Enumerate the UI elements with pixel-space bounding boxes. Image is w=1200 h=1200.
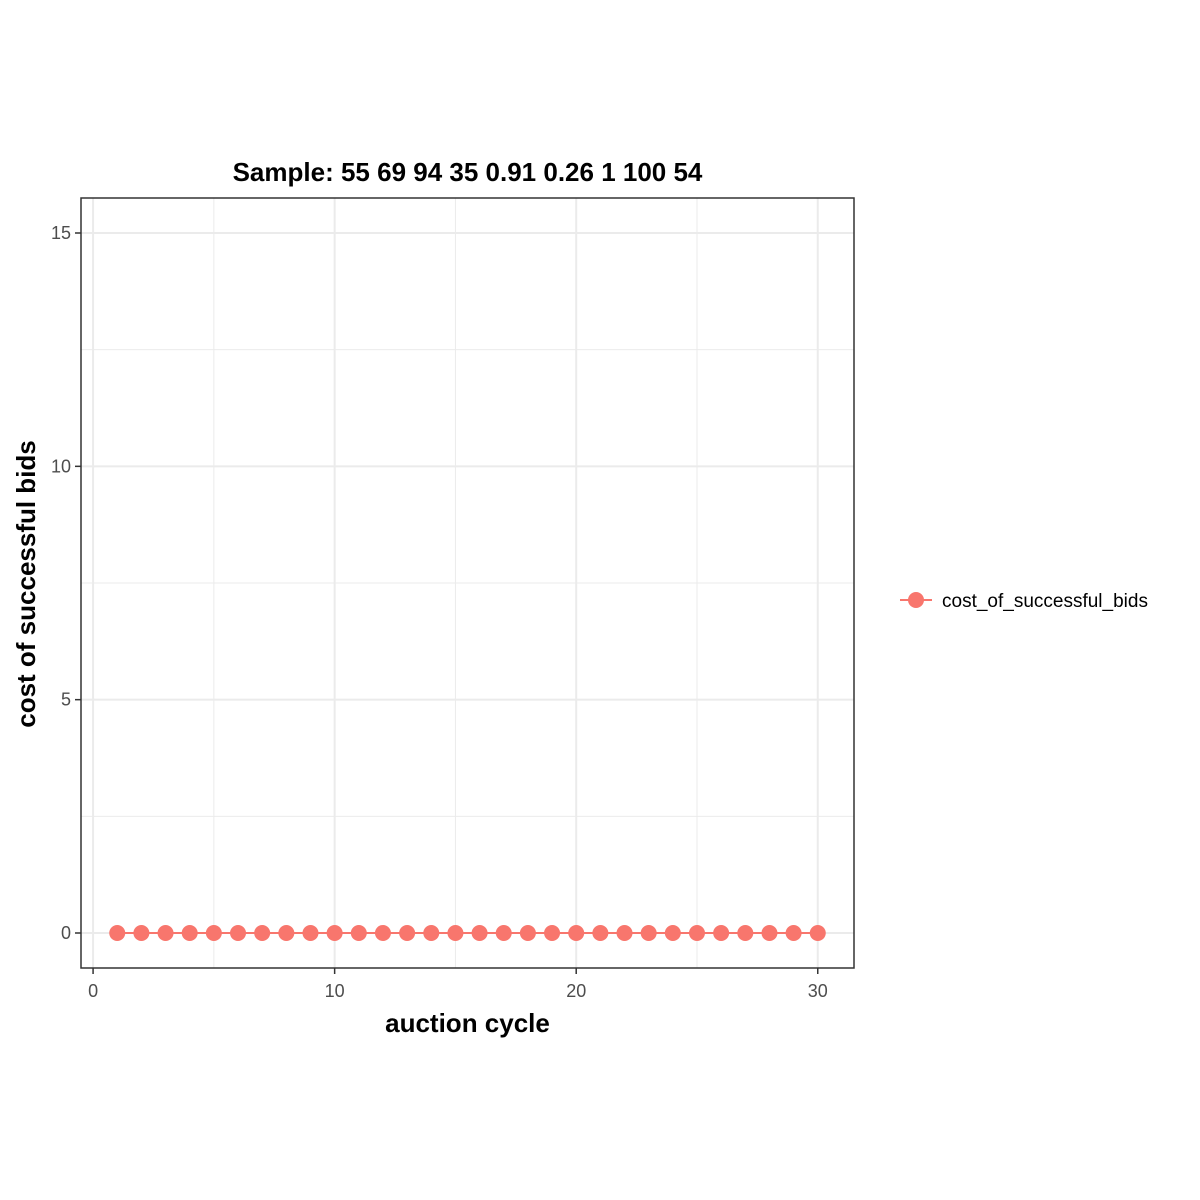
data-point — [181, 925, 198, 941]
data-point — [519, 925, 536, 941]
data-point — [278, 925, 295, 941]
data-point — [157, 925, 174, 941]
data-point — [423, 925, 440, 941]
data-point — [785, 925, 802, 941]
x-tick-label: 20 — [566, 981, 586, 1001]
x-tick-label: 10 — [325, 981, 345, 1001]
data-point — [640, 925, 657, 941]
data-point — [326, 925, 343, 941]
legend-label: cost_of_successful_bids — [942, 591, 1148, 612]
data-point — [254, 925, 271, 941]
data-point — [302, 925, 319, 941]
x-tick-label: 0 — [88, 981, 98, 1001]
data-point — [230, 925, 247, 941]
chart-title: Sample: 55 69 94 35 0.91 0.26 1 100 54 — [233, 157, 703, 187]
data-point — [616, 925, 633, 941]
axis-ticks — [75, 232, 819, 974]
data-point — [737, 925, 754, 941]
data-point — [205, 925, 222, 941]
data-point — [809, 925, 826, 941]
data-point — [350, 925, 367, 941]
series-layer — [109, 925, 826, 941]
panel-border — [80, 197, 855, 969]
data-point — [568, 925, 585, 941]
legend: cost_of_successful_bids — [900, 591, 1148, 612]
data-point — [495, 925, 512, 941]
data-point — [374, 925, 391, 941]
y-tick-label: 10 — [51, 456, 71, 476]
x-axis-title: auction cycle — [385, 1008, 550, 1038]
x-tick-label: 30 — [808, 981, 828, 1001]
data-point — [664, 925, 681, 941]
data-point — [761, 925, 778, 941]
data-point — [447, 925, 464, 941]
data-point — [544, 925, 561, 941]
data-point — [592, 925, 609, 941]
data-point — [399, 925, 416, 941]
y-tick-label: 15 — [51, 223, 71, 243]
data-point — [471, 925, 488, 941]
minor-grid — [81, 198, 854, 968]
data-point — [713, 925, 730, 941]
legend-key-point — [908, 592, 924, 608]
y-tick-label: 0 — [61, 923, 71, 943]
y-axis-title: cost of successful bids — [11, 440, 41, 728]
data-point — [109, 925, 126, 941]
tick-labels: 0 10 20 30 0 5 10 15 — [51, 223, 828, 1001]
y-tick-label: 5 — [61, 690, 71, 710]
data-point — [133, 925, 150, 941]
data-point — [688, 925, 705, 941]
